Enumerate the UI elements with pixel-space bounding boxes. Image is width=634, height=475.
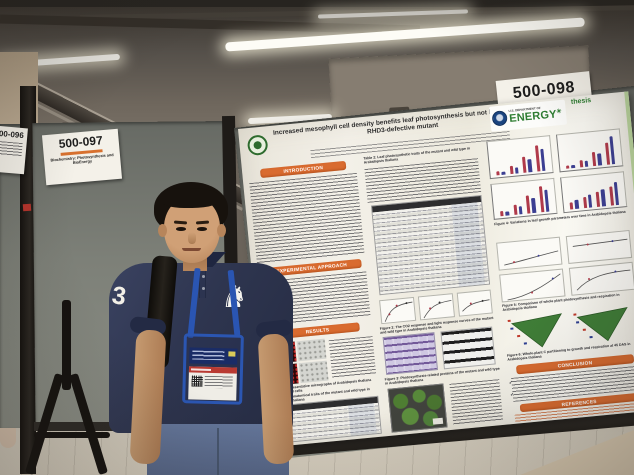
stand-crossbar [34,432,110,438]
person-ear [217,224,226,237]
person-eye [176,227,186,231]
badge-red-band [188,366,238,374]
polo-button [201,275,205,278]
board-number: 00-096 [0,128,25,141]
micrograph-gray [296,338,327,362]
person-eye [197,227,207,231]
figure6-cone-diagram-right [573,304,634,350]
card-category-text [0,140,23,158]
figure5-chart-a [496,236,563,271]
hair-fringe [160,188,222,208]
ceiling-beam [0,0,634,7]
doe-energy-logo: U.S. DEPARTMENT OF ENERGY [489,99,568,132]
intro-paragraph [249,172,365,265]
figure2-co2-curve-chart [379,296,417,325]
board-number-card-096: 00-096 [0,125,28,175]
badge-name-card [188,366,238,401]
figure6-cone-diagram-left [507,311,569,357]
doe-seal-icon [491,110,508,127]
card-category-text: Biochemistry: Photosynthesis and BioEner… [50,153,114,166]
plant-photo [387,383,448,433]
board-number: 500-097 [58,133,104,151]
board-frame-pole [20,86,36,474]
badge-qr-code [191,375,203,387]
results-bullets [328,336,377,379]
figure4-bar-chart-b [555,128,624,173]
figure5-chart-c [499,268,566,303]
person-nose [188,232,196,244]
badge-name-text [204,375,233,389]
stand-leg [62,300,71,390]
session-word-fragment: thesis [570,97,592,106]
figure3-western-blot [440,326,496,370]
polo-placket [199,266,206,298]
person-mouth [182,248,201,251]
checkmark-icon: ✓ [508,379,514,386]
figure5-chart-b [565,229,633,264]
figure4-bar-chart-a [486,135,554,180]
figure5-chart-d [568,261,634,296]
figure4-bar-chart-c [490,177,558,220]
figure2-light-curve-chart [417,293,456,321]
figure2-curve-chart [456,289,493,317]
board-number-card-097: 500-097 Biochemistry: Photosynthesis and… [41,128,123,186]
conference-badge [182,333,244,405]
table2 [370,194,491,296]
polo-button [201,287,205,290]
badge-top-card [189,347,238,365]
plant-notes [449,379,504,426]
university-seal-icon [246,134,269,157]
micrograph-gray [298,360,329,384]
figure3-gel-image [382,332,439,375]
person-face [164,197,220,263]
red-sticker [22,203,32,212]
person-ear [158,224,167,237]
checkmark-icon: ✓ [509,391,515,398]
research-poster: Increased mesophyll cell density benefit… [238,91,634,448]
figure4-bar-chart-d [560,171,628,214]
